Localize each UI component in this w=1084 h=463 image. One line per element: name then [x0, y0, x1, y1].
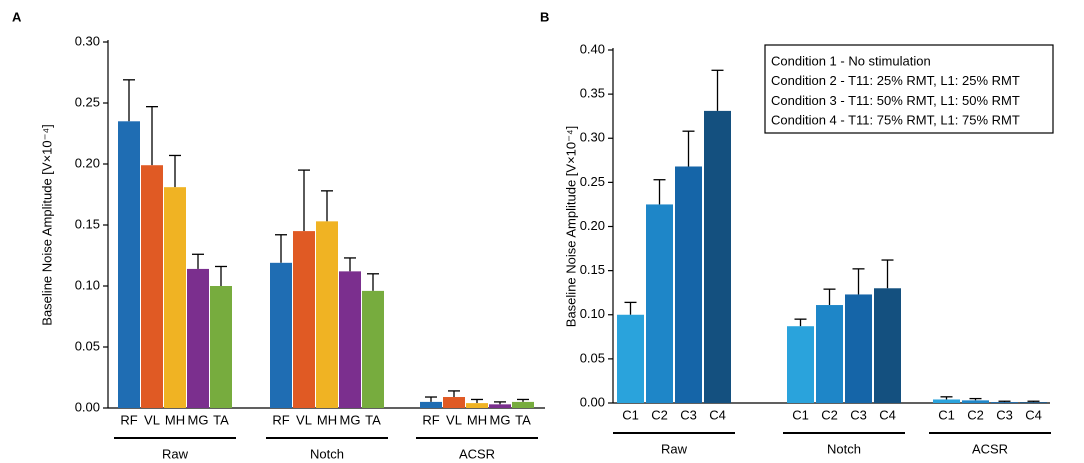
panel-label: A: [12, 9, 22, 24]
bar: [362, 290, 384, 408]
bar-label: RF: [422, 412, 439, 427]
bar: [962, 400, 989, 403]
bar-label: C2: [821, 407, 838, 422]
x-tick-label: Notch: [827, 441, 861, 456]
x-tick-label: Notch: [310, 446, 344, 461]
y-tick-label: 0.00: [580, 394, 605, 409]
y-tick-label: 0.20: [580, 218, 605, 233]
bar: [933, 399, 960, 403]
y-tick-label: 0.10: [580, 306, 605, 321]
y-tick-label: 0.35: [580, 86, 605, 101]
bar-label: C3: [680, 407, 697, 422]
bar-label: MG: [340, 412, 361, 427]
bar-label: C4: [709, 407, 726, 422]
y-tick-label: 0.20: [75, 155, 100, 170]
bar: [118, 121, 140, 409]
y-tick-label: 0.25: [580, 174, 605, 189]
bar-label: VL: [296, 412, 312, 427]
bar: [210, 286, 232, 408]
bar-label: C1: [938, 407, 955, 422]
bar-label: C4: [1025, 407, 1042, 422]
x-tick-label: Raw: [162, 446, 189, 461]
bar: [164, 187, 186, 408]
bar-label: C1: [792, 407, 809, 422]
legend-entry: Condition 4 - T11: 75% RMT, L1: 75% RMT: [771, 113, 1020, 128]
panel-label: B: [540, 9, 549, 24]
bar: [787, 326, 814, 403]
bar-label: C4: [879, 407, 896, 422]
y-tick-label: 0.30: [75, 33, 100, 48]
y-axis-label: Baseline Noise Amplitude [V×10⁻⁴]: [563, 126, 578, 327]
bar-label: C3: [996, 407, 1013, 422]
bar: [316, 221, 338, 408]
bar: [704, 110, 731, 403]
y-tick-label: 0.05: [580, 350, 605, 365]
legend-entry: Condition 2 - T11: 25% RMT, L1: 25% RMT: [771, 73, 1020, 88]
legend-entry: Condition 1 - No stimulation: [771, 53, 931, 68]
y-tick-label: 0.10: [75, 277, 100, 292]
bar: [1020, 402, 1047, 403]
bar-label: RF: [272, 412, 289, 427]
bar: [646, 204, 673, 403]
bar: [141, 165, 163, 408]
bar-label: RF: [120, 412, 137, 427]
bar-label: VL: [446, 412, 462, 427]
bar-label: C3: [850, 407, 867, 422]
bar: [443, 397, 465, 408]
y-tick-label: 0.30: [580, 130, 605, 145]
y-tick-label: 0.25: [75, 94, 100, 109]
bar: [489, 404, 511, 408]
bar: [675, 166, 702, 403]
bar-label: C2: [967, 407, 984, 422]
y-tick-label: 0.15: [580, 262, 605, 277]
bar-label: MH: [467, 412, 487, 427]
x-tick-label: ACSR: [972, 441, 1008, 456]
y-tick-label: 0.15: [75, 216, 100, 231]
y-tick-label: 0.05: [75, 338, 100, 353]
y-axis-label: Baseline Noise Amplitude [V×10⁻⁴]: [39, 124, 54, 325]
bar: [816, 305, 843, 403]
bar: [991, 402, 1018, 403]
bar-label: VL: [144, 412, 160, 427]
legend-box: [764, 44, 1054, 134]
bar: [293, 231, 315, 408]
bar-label: MH: [317, 412, 337, 427]
bar: [512, 401, 534, 408]
bar-label: C1: [622, 407, 639, 422]
bar-label: MG: [490, 412, 511, 427]
legend-entry: Condition 3 - T11: 50% RMT, L1: 50% RMT: [771, 93, 1020, 108]
bar: [617, 314, 644, 403]
bar: [270, 262, 292, 408]
y-tick-label: 0.00: [75, 399, 100, 414]
y-tick-label: 0.40: [580, 41, 605, 56]
bar: [466, 403, 488, 408]
bar: [187, 268, 209, 408]
bar: [845, 294, 872, 403]
bar: [420, 401, 442, 408]
bar: [874, 288, 901, 403]
bar-label: TA: [213, 412, 229, 427]
bar-label: C2: [651, 407, 668, 422]
bar-label: TA: [365, 412, 381, 427]
bar-label: TA: [515, 412, 531, 427]
bar: [339, 271, 361, 408]
x-tick-label: ACSR: [459, 446, 495, 461]
bar-label: MH: [165, 412, 185, 427]
x-tick-label: Raw: [661, 441, 688, 456]
bar-label: MG: [188, 412, 209, 427]
